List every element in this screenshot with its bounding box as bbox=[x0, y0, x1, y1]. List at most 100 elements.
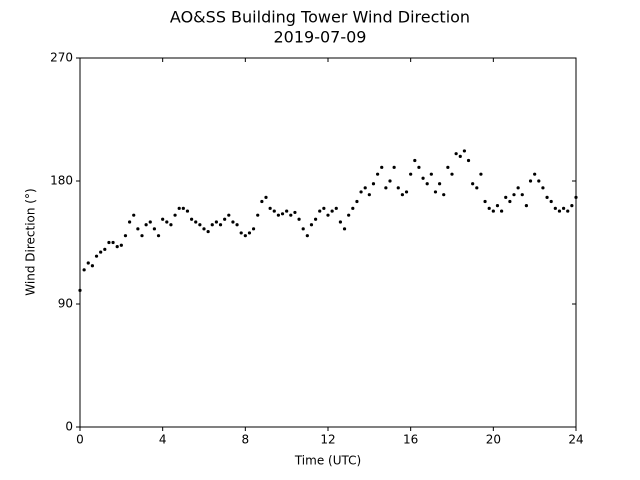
data-point bbox=[524, 204, 529, 208]
x-tick-label: 20 bbox=[486, 433, 501, 447]
x-tick-label: 8 bbox=[242, 433, 250, 447]
data-point bbox=[173, 213, 177, 217]
data-point bbox=[239, 231, 243, 235]
data-point bbox=[268, 206, 272, 210]
data-point bbox=[562, 206, 566, 210]
y-tick-label: 0 bbox=[65, 420, 73, 434]
data-point bbox=[442, 193, 446, 197]
data-point bbox=[537, 179, 541, 183]
data-point bbox=[413, 158, 417, 163]
data-point bbox=[218, 223, 223, 227]
data-point bbox=[371, 182, 376, 186]
data-point bbox=[128, 220, 132, 224]
data-point bbox=[289, 213, 293, 217]
data-point bbox=[247, 231, 252, 235]
y-axis-label: Wind Direction (°) bbox=[24, 188, 38, 295]
data-point bbox=[123, 234, 128, 238]
data-point bbox=[140, 234, 144, 238]
data-point bbox=[351, 206, 355, 210]
data-point bbox=[417, 165, 421, 169]
data-point bbox=[533, 172, 537, 176]
data-point bbox=[260, 199, 264, 204]
data-point bbox=[309, 223, 314, 227]
data-point bbox=[305, 234, 309, 238]
data-point bbox=[285, 209, 289, 213]
data-point bbox=[450, 172, 454, 176]
data-point bbox=[107, 240, 111, 245]
data-point bbox=[334, 206, 338, 210]
data-point bbox=[483, 199, 487, 204]
data-point bbox=[363, 186, 367, 190]
data-point bbox=[165, 220, 169, 224]
data-point bbox=[458, 154, 462, 158]
data-point bbox=[376, 172, 380, 176]
data-point bbox=[206, 229, 210, 234]
data-point bbox=[136, 227, 140, 231]
data-point bbox=[504, 195, 508, 199]
data-point bbox=[475, 186, 479, 190]
data-point bbox=[90, 264, 94, 268]
data-point bbox=[78, 288, 82, 292]
data-point bbox=[342, 227, 347, 231]
data-point bbox=[380, 165, 384, 169]
data-point bbox=[355, 199, 359, 204]
data-point bbox=[454, 152, 458, 156]
data-point bbox=[152, 227, 156, 231]
chart-subtitle: 2019-07-09 bbox=[274, 28, 367, 47]
data-point bbox=[479, 172, 483, 176]
data-point bbox=[235, 223, 239, 227]
data-point bbox=[156, 234, 161, 238]
data-point bbox=[252, 227, 256, 231]
data-point bbox=[227, 213, 231, 217]
data-point bbox=[429, 172, 433, 176]
data-point bbox=[119, 243, 123, 247]
y-tick-label: 270 bbox=[50, 51, 73, 65]
data-point bbox=[566, 209, 570, 213]
data-point bbox=[177, 206, 181, 210]
data-point bbox=[574, 195, 578, 199]
data-point bbox=[487, 206, 491, 210]
data-point bbox=[512, 193, 516, 197]
data-point bbox=[86, 261, 90, 265]
data-point bbox=[425, 182, 429, 186]
data-point bbox=[148, 220, 152, 224]
data-point bbox=[396, 186, 400, 190]
data-point bbox=[367, 193, 371, 197]
x-tick-label: 4 bbox=[159, 433, 167, 447]
data-point bbox=[347, 213, 351, 217]
data-point bbox=[231, 220, 235, 224]
data-point bbox=[545, 195, 549, 199]
data-point bbox=[338, 220, 342, 224]
data-point bbox=[99, 250, 103, 254]
data-point bbox=[185, 209, 190, 213]
data-point bbox=[404, 190, 409, 194]
x-tick-label: 24 bbox=[568, 433, 583, 447]
data-point bbox=[495, 204, 500, 208]
data-point bbox=[400, 193, 404, 197]
data-point bbox=[528, 179, 533, 183]
data-point bbox=[169, 223, 173, 227]
data-point bbox=[433, 190, 438, 194]
data-point bbox=[462, 149, 466, 153]
data-point bbox=[301, 227, 305, 231]
data-point bbox=[541, 186, 545, 190]
data-point bbox=[330, 209, 334, 213]
data-point bbox=[438, 182, 442, 186]
x-axis-label: Time (UTC) bbox=[294, 454, 361, 468]
data-point bbox=[318, 209, 322, 213]
data-point bbox=[181, 206, 185, 210]
data-point bbox=[466, 158, 471, 163]
data-point bbox=[194, 220, 198, 224]
data-point bbox=[82, 268, 86, 272]
data-point bbox=[322, 206, 326, 210]
data-point bbox=[276, 213, 280, 217]
data-point bbox=[144, 223, 148, 227]
data-point bbox=[256, 213, 260, 217]
data-point bbox=[388, 179, 392, 183]
data-point bbox=[570, 204, 574, 208]
x-tick-label: 0 bbox=[76, 433, 84, 447]
data-point bbox=[409, 172, 413, 176]
x-tick-label: 12 bbox=[320, 433, 335, 447]
data-point bbox=[392, 165, 396, 169]
